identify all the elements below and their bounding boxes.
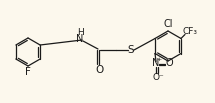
Text: S: S [128,45,134,55]
Text: F: F [25,67,31,77]
Text: N: N [152,59,160,68]
Text: O: O [165,59,173,68]
Text: H: H [77,28,83,36]
Text: O⁻: O⁻ [152,73,164,82]
Text: Cl: Cl [163,19,173,29]
Text: +: + [156,57,162,62]
Text: O: O [95,65,103,75]
Text: CF₃: CF₃ [183,27,198,36]
Text: N: N [76,34,84,44]
